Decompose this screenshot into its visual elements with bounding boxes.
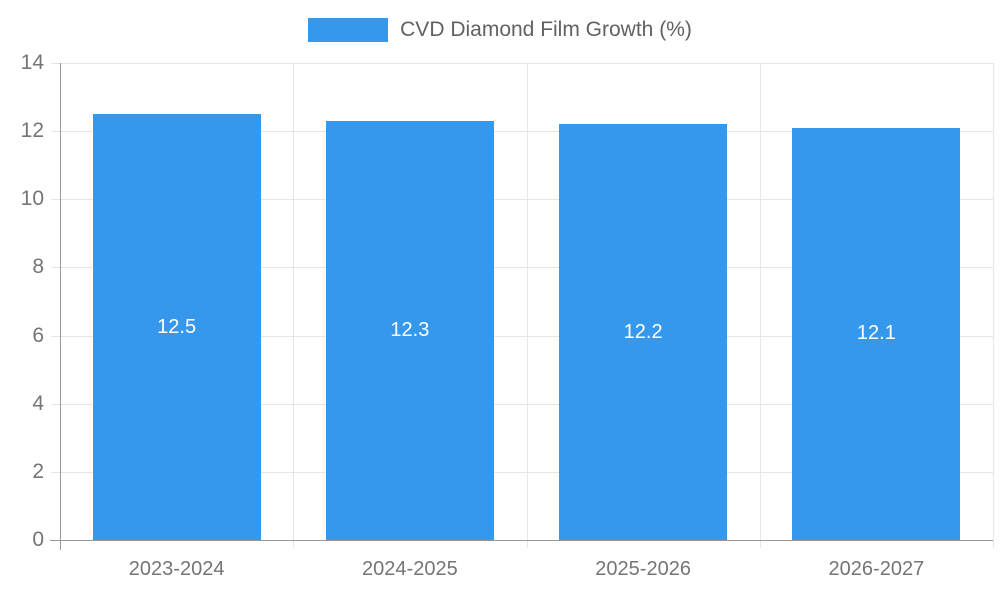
y-axis-label: 2 <box>32 459 44 483</box>
y-tick <box>51 131 60 133</box>
legend[interactable]: CVD Diamond Film Growth (%) <box>0 18 1000 42</box>
gridline-vertical <box>759 63 761 540</box>
y-tick <box>51 199 60 201</box>
y-axis-label: 10 <box>20 187 44 211</box>
y-axis-label: 0 <box>32 528 44 551</box>
y-tick <box>51 335 60 337</box>
x-tick <box>993 540 994 548</box>
bar-value-label: 12.2 <box>623 320 663 343</box>
bar-2023-2024[interactable]: 12.5 <box>92 114 261 540</box>
bar-value-label: 12.3 <box>390 318 430 341</box>
x-axis-line <box>50 540 993 541</box>
y-axis-label: 12 <box>20 119 44 143</box>
gridline-vertical <box>526 63 528 540</box>
legend-swatch <box>308 18 389 42</box>
bar-2026-2027[interactable]: 12.1 <box>792 127 961 540</box>
x-axis-label: 2023-2024 <box>128 558 225 580</box>
x-axis-label: 2024-2025 <box>362 558 458 580</box>
y-tick <box>51 267 60 269</box>
x-tick <box>293 540 295 548</box>
gridline-vertical <box>993 63 994 540</box>
y-axis-label: 4 <box>32 391 44 415</box>
gridline-vertical <box>293 63 295 540</box>
x-tick <box>526 540 528 548</box>
y-tick <box>51 471 60 473</box>
y-axis-line <box>60 63 61 550</box>
y-tick <box>51 403 60 405</box>
bar-2024-2025[interactable]: 12.3 <box>325 120 494 540</box>
x-axis-label: 2026-2027 <box>828 558 925 580</box>
y-axis-label: 6 <box>32 323 44 347</box>
bar-2025-2026[interactable]: 12.2 <box>559 124 728 540</box>
y-axis-label: 14 <box>20 51 44 74</box>
bar-value-label: 12.5 <box>157 315 197 338</box>
y-tick <box>51 63 60 64</box>
x-axis-label: 2025-2026 <box>595 558 691 580</box>
legend-label: CVD Diamond Film Growth (%) <box>400 18 692 41</box>
x-tick <box>759 540 761 548</box>
bar-value-label: 12.1 <box>856 322 896 345</box>
y-axis-label: 8 <box>32 255 44 279</box>
